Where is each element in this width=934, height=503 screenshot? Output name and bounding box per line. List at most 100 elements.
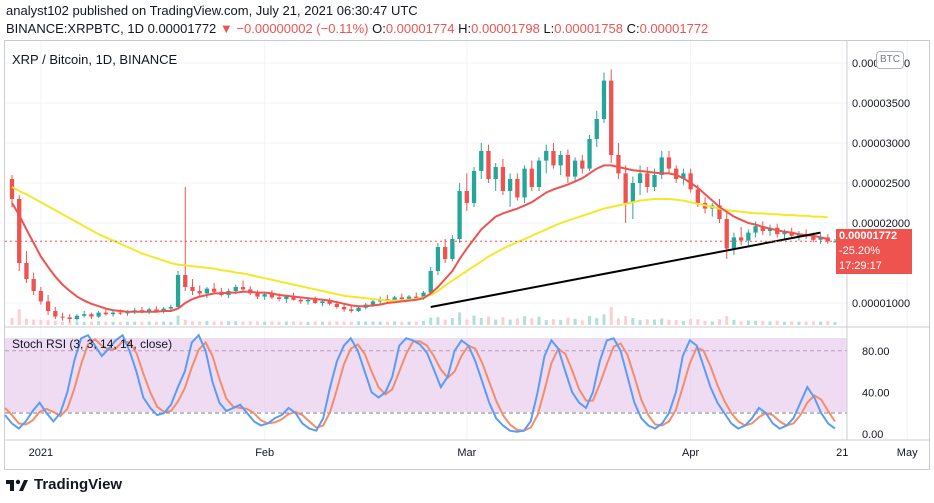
candle-body — [832, 241, 838, 243]
volume-bar — [717, 319, 721, 325]
candle-body — [255, 293, 260, 297]
candle-body — [298, 299, 303, 302]
price-change: −0.00000002 (−0.11%) — [236, 21, 369, 36]
candle-body — [746, 232, 751, 241]
volume-bar — [609, 307, 613, 325]
candle-body — [450, 239, 455, 259]
candle-body — [67, 317, 72, 319]
candle-body — [183, 275, 188, 287]
volume-bar — [472, 315, 476, 325]
brand-name: TradingView — [34, 476, 123, 493]
candle-body — [688, 173, 693, 190]
volume-bar — [32, 319, 36, 325]
volume-bar — [234, 321, 238, 325]
candle-body — [659, 157, 664, 175]
volume-bar — [746, 320, 750, 325]
candle-body — [154, 309, 159, 311]
candle-body — [74, 315, 80, 319]
volume-bar — [198, 321, 202, 325]
open-label: O: — [372, 21, 386, 36]
candle-body — [262, 294, 267, 297]
volume-bar — [761, 321, 765, 325]
candle-body — [825, 237, 830, 242]
volume-bar — [140, 321, 144, 325]
volume-bar — [97, 321, 101, 325]
volume-bar — [407, 321, 411, 325]
footer-brand[interactable]: TradingView — [6, 476, 122, 493]
volume-bar — [725, 316, 729, 325]
candle-body — [356, 307, 361, 311]
candle-body — [276, 297, 282, 299]
candle-body — [89, 314, 94, 317]
volume-bar — [68, 321, 72, 325]
volume-bar — [126, 321, 130, 325]
close-label: C: — [626, 21, 640, 36]
volume-bar — [732, 319, 736, 325]
volume-bar — [501, 317, 505, 325]
volume-bar — [537, 316, 541, 325]
candle-body — [529, 168, 534, 187]
volume-bar — [75, 321, 79, 325]
rsi-tick-label: 80.00 — [862, 346, 890, 358]
candle-body — [789, 232, 794, 236]
main-pane-title: XRP / Bitcoin, 1D, BINANCE — [12, 52, 178, 67]
volume-bar — [147, 321, 151, 325]
candle-body — [666, 157, 672, 169]
candle-body — [190, 287, 195, 291]
volume-bar — [703, 320, 707, 325]
candle-body — [392, 297, 397, 301]
candle-body — [544, 151, 549, 161]
rsi-pane-title: Stoch RSI (3, 3, 14, 14, close) — [12, 337, 173, 351]
change-tag: -25.20% — [836, 244, 912, 259]
candle-body — [327, 301, 332, 304]
candle-body — [31, 279, 36, 291]
down-arrow-icon: ▼ — [219, 21, 233, 36]
price-tick-label: 0.00003500 — [852, 98, 910, 110]
volume-bar — [169, 321, 173, 325]
candle-body — [161, 308, 166, 311]
volume-bar — [342, 321, 346, 325]
volume-bar — [566, 317, 570, 325]
volume-bar — [255, 321, 259, 325]
candle-body — [313, 299, 318, 303]
candle-body — [399, 297, 404, 299]
candle-body — [551, 151, 556, 166]
support-trendline — [430, 231, 821, 308]
volume-bar — [479, 318, 483, 325]
candle-body — [601, 80, 607, 119]
candle-body — [435, 247, 441, 271]
price-tick-label: 0.00002500 — [852, 178, 910, 190]
candle-body — [681, 173, 686, 179]
candle-body — [479, 151, 484, 171]
stoch-rsi-k-line — [4, 333, 836, 433]
candle-body — [421, 292, 426, 299]
candle-body — [168, 307, 173, 309]
volume-bar — [595, 318, 599, 325]
volume-bar — [82, 321, 86, 325]
volume-bar — [739, 321, 743, 325]
candle-body — [370, 301, 376, 305]
candle-body — [269, 294, 275, 298]
candle-body — [782, 232, 787, 235]
candle-body — [103, 312, 108, 315]
volume-bar — [190, 321, 194, 325]
candle-body — [341, 307, 347, 310]
volume-bar — [53, 320, 57, 325]
price-tick-label: 0.00003000 — [852, 138, 910, 150]
candle-body — [204, 288, 210, 294]
volume-bar — [378, 321, 382, 325]
candle-body — [38, 291, 44, 302]
high-value: 0.00001798 — [471, 21, 540, 36]
candle-body — [428, 271, 433, 293]
volume-bar — [39, 319, 43, 325]
candle-body — [587, 139, 592, 169]
candle-body — [53, 311, 58, 317]
currency-badge[interactable]: BTC — [876, 51, 904, 69]
candle-body — [493, 167, 498, 179]
candle-body — [818, 237, 823, 240]
volume-bar — [551, 319, 555, 325]
rsi-tick-label: 0.00 — [862, 429, 883, 441]
candle-body — [443, 247, 448, 259]
volume-bar — [660, 318, 664, 325]
